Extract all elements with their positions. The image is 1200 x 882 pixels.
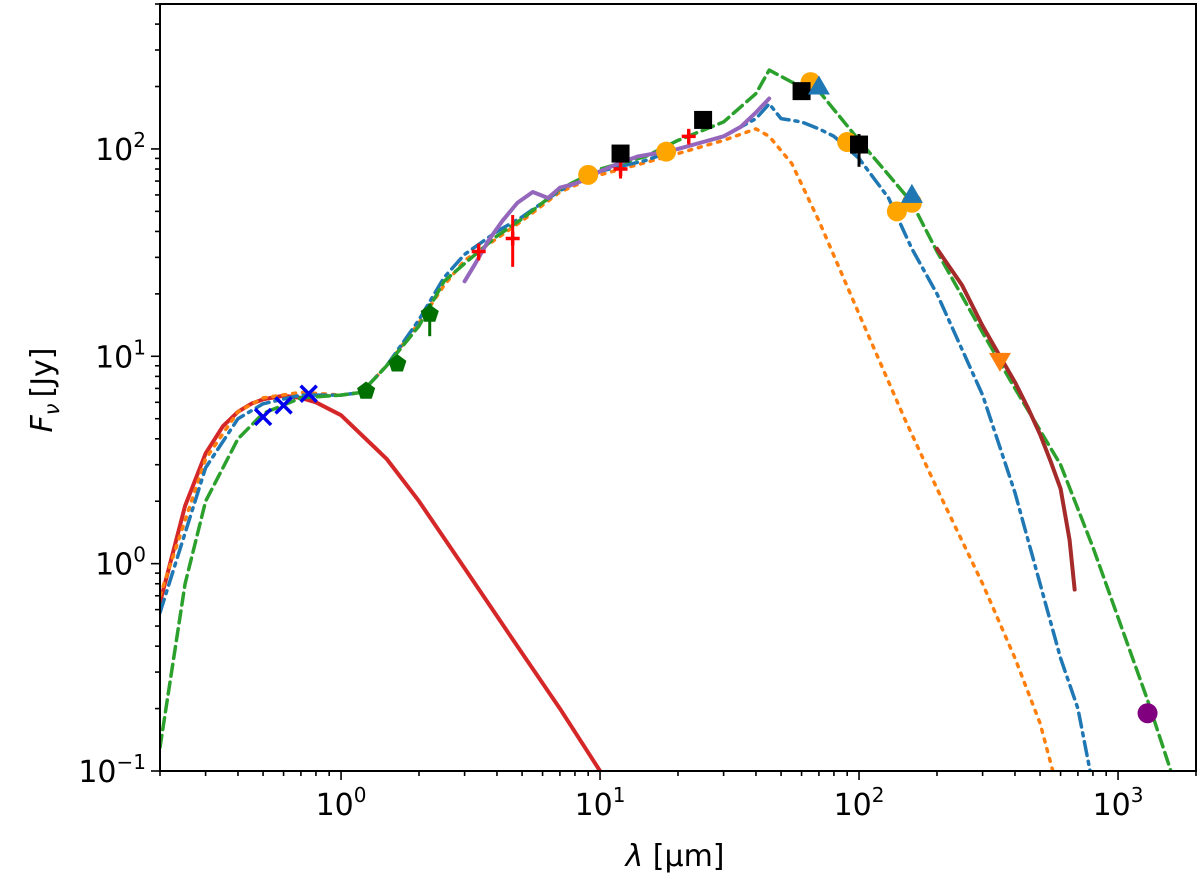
marker-black-squares [850, 135, 869, 154]
marker-mm-point [1137, 703, 1158, 724]
plot-area [160, 68, 1173, 771]
x-tick-label: 102 [834, 783, 885, 823]
y-tick-label: 10−1 [78, 750, 146, 790]
marker-black-squares [792, 82, 811, 101]
marker-nir-photometry [388, 354, 407, 372]
marker-ir-photometry-plus [613, 162, 628, 177]
y-axis-symbol: F [25, 415, 60, 433]
y-tick-label: 100 [95, 543, 146, 583]
x-tick-label: 101 [575, 783, 626, 823]
marker-ir-photometry-plus [681, 129, 696, 144]
x-axis-label: λ [μm] [623, 839, 724, 874]
marker-orange-down-triangle [988, 352, 1011, 372]
marker-orange-circles [886, 201, 907, 222]
marker-optical-photometry [253, 407, 273, 427]
marker-optical-photometry [274, 396, 293, 415]
marker-ir-photometry-plus [505, 231, 520, 246]
marker-optical-photometry [299, 384, 318, 403]
x-axis-symbol: λ [623, 839, 643, 874]
marker-orange-circles [578, 164, 599, 185]
y-axis-label: Fν [Jy] [25, 347, 64, 432]
x-axis-unit: [μm] [653, 839, 725, 874]
y-tick-label: 102 [95, 128, 146, 168]
marker-ir-photometry-plus [471, 244, 486, 259]
marker-nir-photometry [357, 381, 376, 399]
marker-black-squares [694, 110, 713, 129]
series-line-spitzer-spectrum [462, 96, 772, 284]
marker-black-squares [611, 144, 630, 163]
marker-blue-triangles [900, 183, 923, 203]
marker-nir-photometry [420, 304, 439, 322]
series-line-submm-spectrum [935, 246, 1077, 592]
y-axis-unit: [Jy] [25, 347, 60, 397]
marker-blue-triangles [807, 75, 830, 95]
x-tick-label: 103 [1093, 783, 1144, 823]
x-tick-label: 100 [316, 783, 367, 823]
marker-orange-circles [656, 141, 677, 162]
axis-ticks: 100 101 102 103 10−1 100 101 102 [78, 3, 1197, 823]
y-tick-label: 101 [95, 335, 146, 375]
y-axis-subscript: ν [40, 403, 64, 415]
